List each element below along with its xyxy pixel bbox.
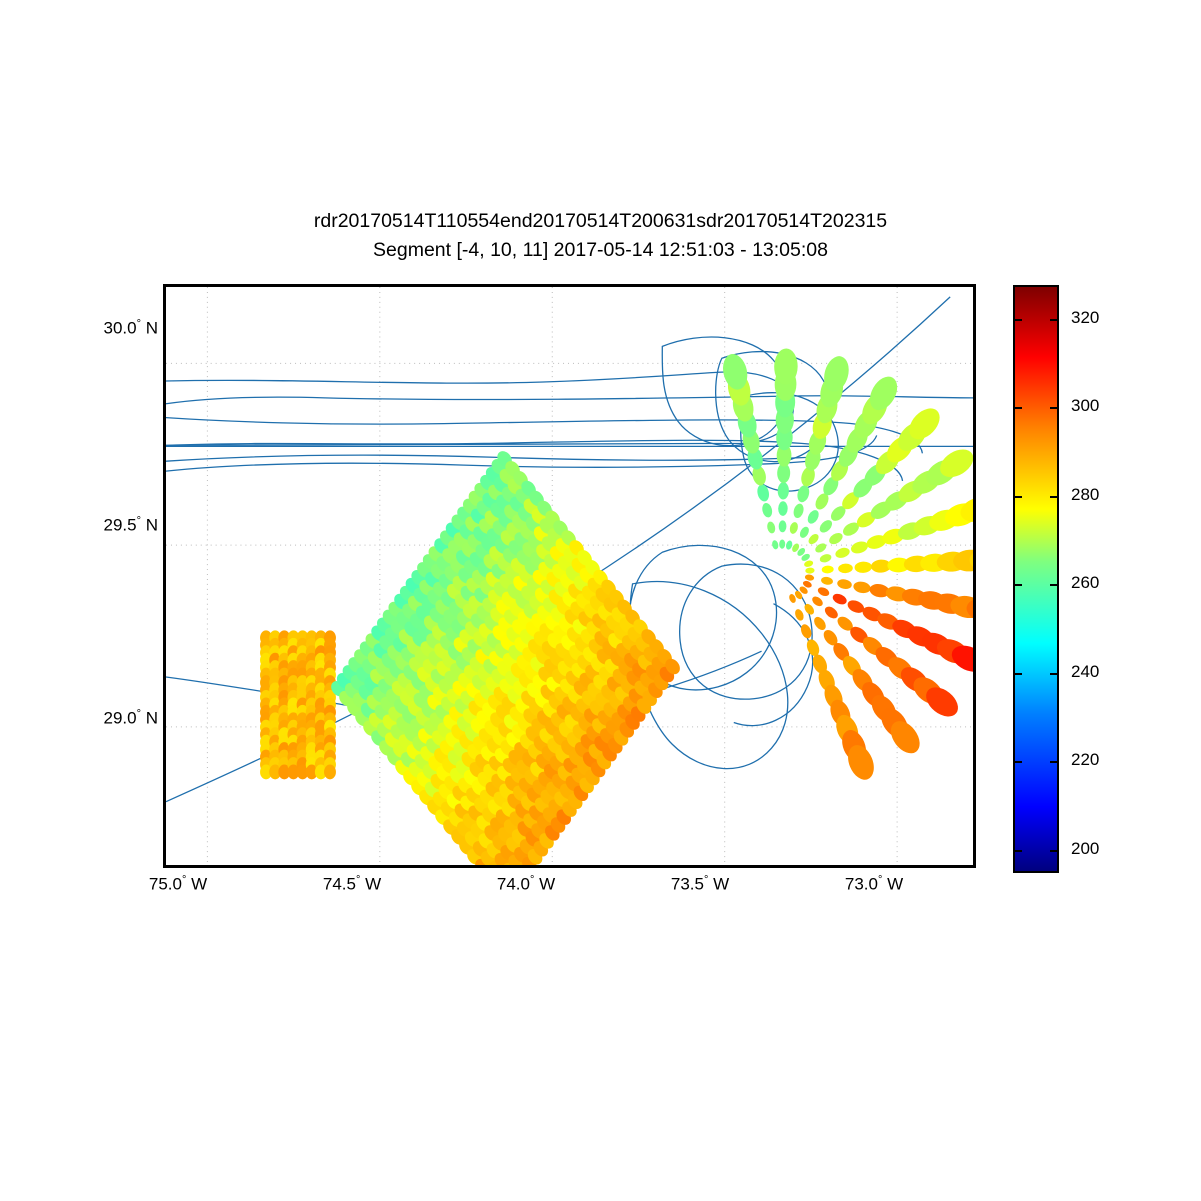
colorbar-tick-mark-left-5 [1013,761,1022,763]
colorbar-tick-mark-right-1 [1050,407,1059,409]
x-tick-value: 75.0 [148,874,182,894]
chart-title-secondary: Segment [-4, 10, 11] 2017-05-14 12:51:03… [373,239,828,261]
colorbar: 320 300 280 260 240 220 200 [1013,285,1099,873]
x-tick-hemisphere: W [360,874,382,894]
footprint-markers [260,348,973,865]
colorbar-tick-mark-left-3 [1013,584,1022,586]
y-tick-label-0: 30.0° N [70,318,159,339]
y-tick-label-2: 29.0° N [70,708,159,729]
colorbar-tick-label-5: 220 [1071,750,1100,769]
plot-axes-frame [163,284,976,868]
y-tick-hemisphere: N [141,708,158,728]
degree-icon: ° [136,318,141,330]
x-tick-value: 73.0 [844,874,878,894]
degree-icon: ° [529,874,535,886]
degree-icon: ° [136,515,141,527]
colorbar-tick-mark-right-6 [1050,850,1059,852]
colorbar-tick-mark-right-5 [1050,761,1059,763]
colorbar-tick-mark-right-3 [1050,584,1059,586]
degree-icon: ° [877,874,883,886]
colorbar-tick-mark-right-2 [1050,496,1059,498]
degree-icon: ° [355,874,361,886]
colorbar-tick-label-2: 280 [1071,485,1100,504]
x-tick-label-0: 75.0° W [123,874,233,895]
x-tick-value: 73.5 [670,874,704,894]
chart-title-primary: rdr20170514T110554end20170514T200631sdr2… [313,210,888,232]
coastline-overlay [166,296,973,803]
y-tick-hemisphere: N [141,318,158,338]
x-tick-label-3: 73.5° W [645,874,755,895]
colorbar-tick-label-6: 200 [1071,839,1100,858]
colorbar-tick-mark-left-4 [1013,673,1022,675]
degree-icon: ° [136,708,141,720]
plot-content [166,287,973,865]
colorbar-gradient [1013,285,1059,873]
y-tick-value: 29.5 [103,515,137,535]
x-tick-label-4: 73.0° W [819,874,929,895]
degree-icon: ° [703,874,709,886]
colorbar-tick-mark-right-4 [1050,673,1059,675]
x-tick-label-2: 74.0° W [471,874,581,895]
chart-title-block: rdr20170514T110554end20170514T200631sdr2… [0,207,1201,265]
colorbar-tick-mark-left-6 [1013,850,1022,852]
y-tick-hemisphere: N [141,515,158,535]
y-tick-value: 30.0 [103,318,137,338]
colorbar-tick-label-4: 240 [1071,662,1100,681]
x-tick-hemisphere: W [186,874,208,894]
x-tick-hemisphere: W [534,874,556,894]
x-tick-label-1: 74.5° W [297,874,407,895]
x-tick-value: 74.5 [322,874,356,894]
colorbar-tick-mark-left-2 [1013,496,1022,498]
x-tick-hemisphere: W [882,874,904,894]
colorbar-tick-label-0: 320 [1071,308,1100,327]
x-tick-value: 74.0 [496,874,530,894]
colorbar-tick-mark-left-0 [1013,319,1022,321]
y-tick-label-1: 29.5° N [70,515,159,536]
colorbar-tick-label-3: 260 [1071,573,1100,592]
colorbar-tick-mark-right-0 [1050,319,1059,321]
colorbar-tick-mark-left-1 [1013,407,1022,409]
degree-icon: ° [181,874,187,886]
colorbar-tick-label-1: 300 [1071,396,1100,415]
x-tick-hemisphere: W [708,874,730,894]
y-tick-value: 29.0 [103,708,137,728]
